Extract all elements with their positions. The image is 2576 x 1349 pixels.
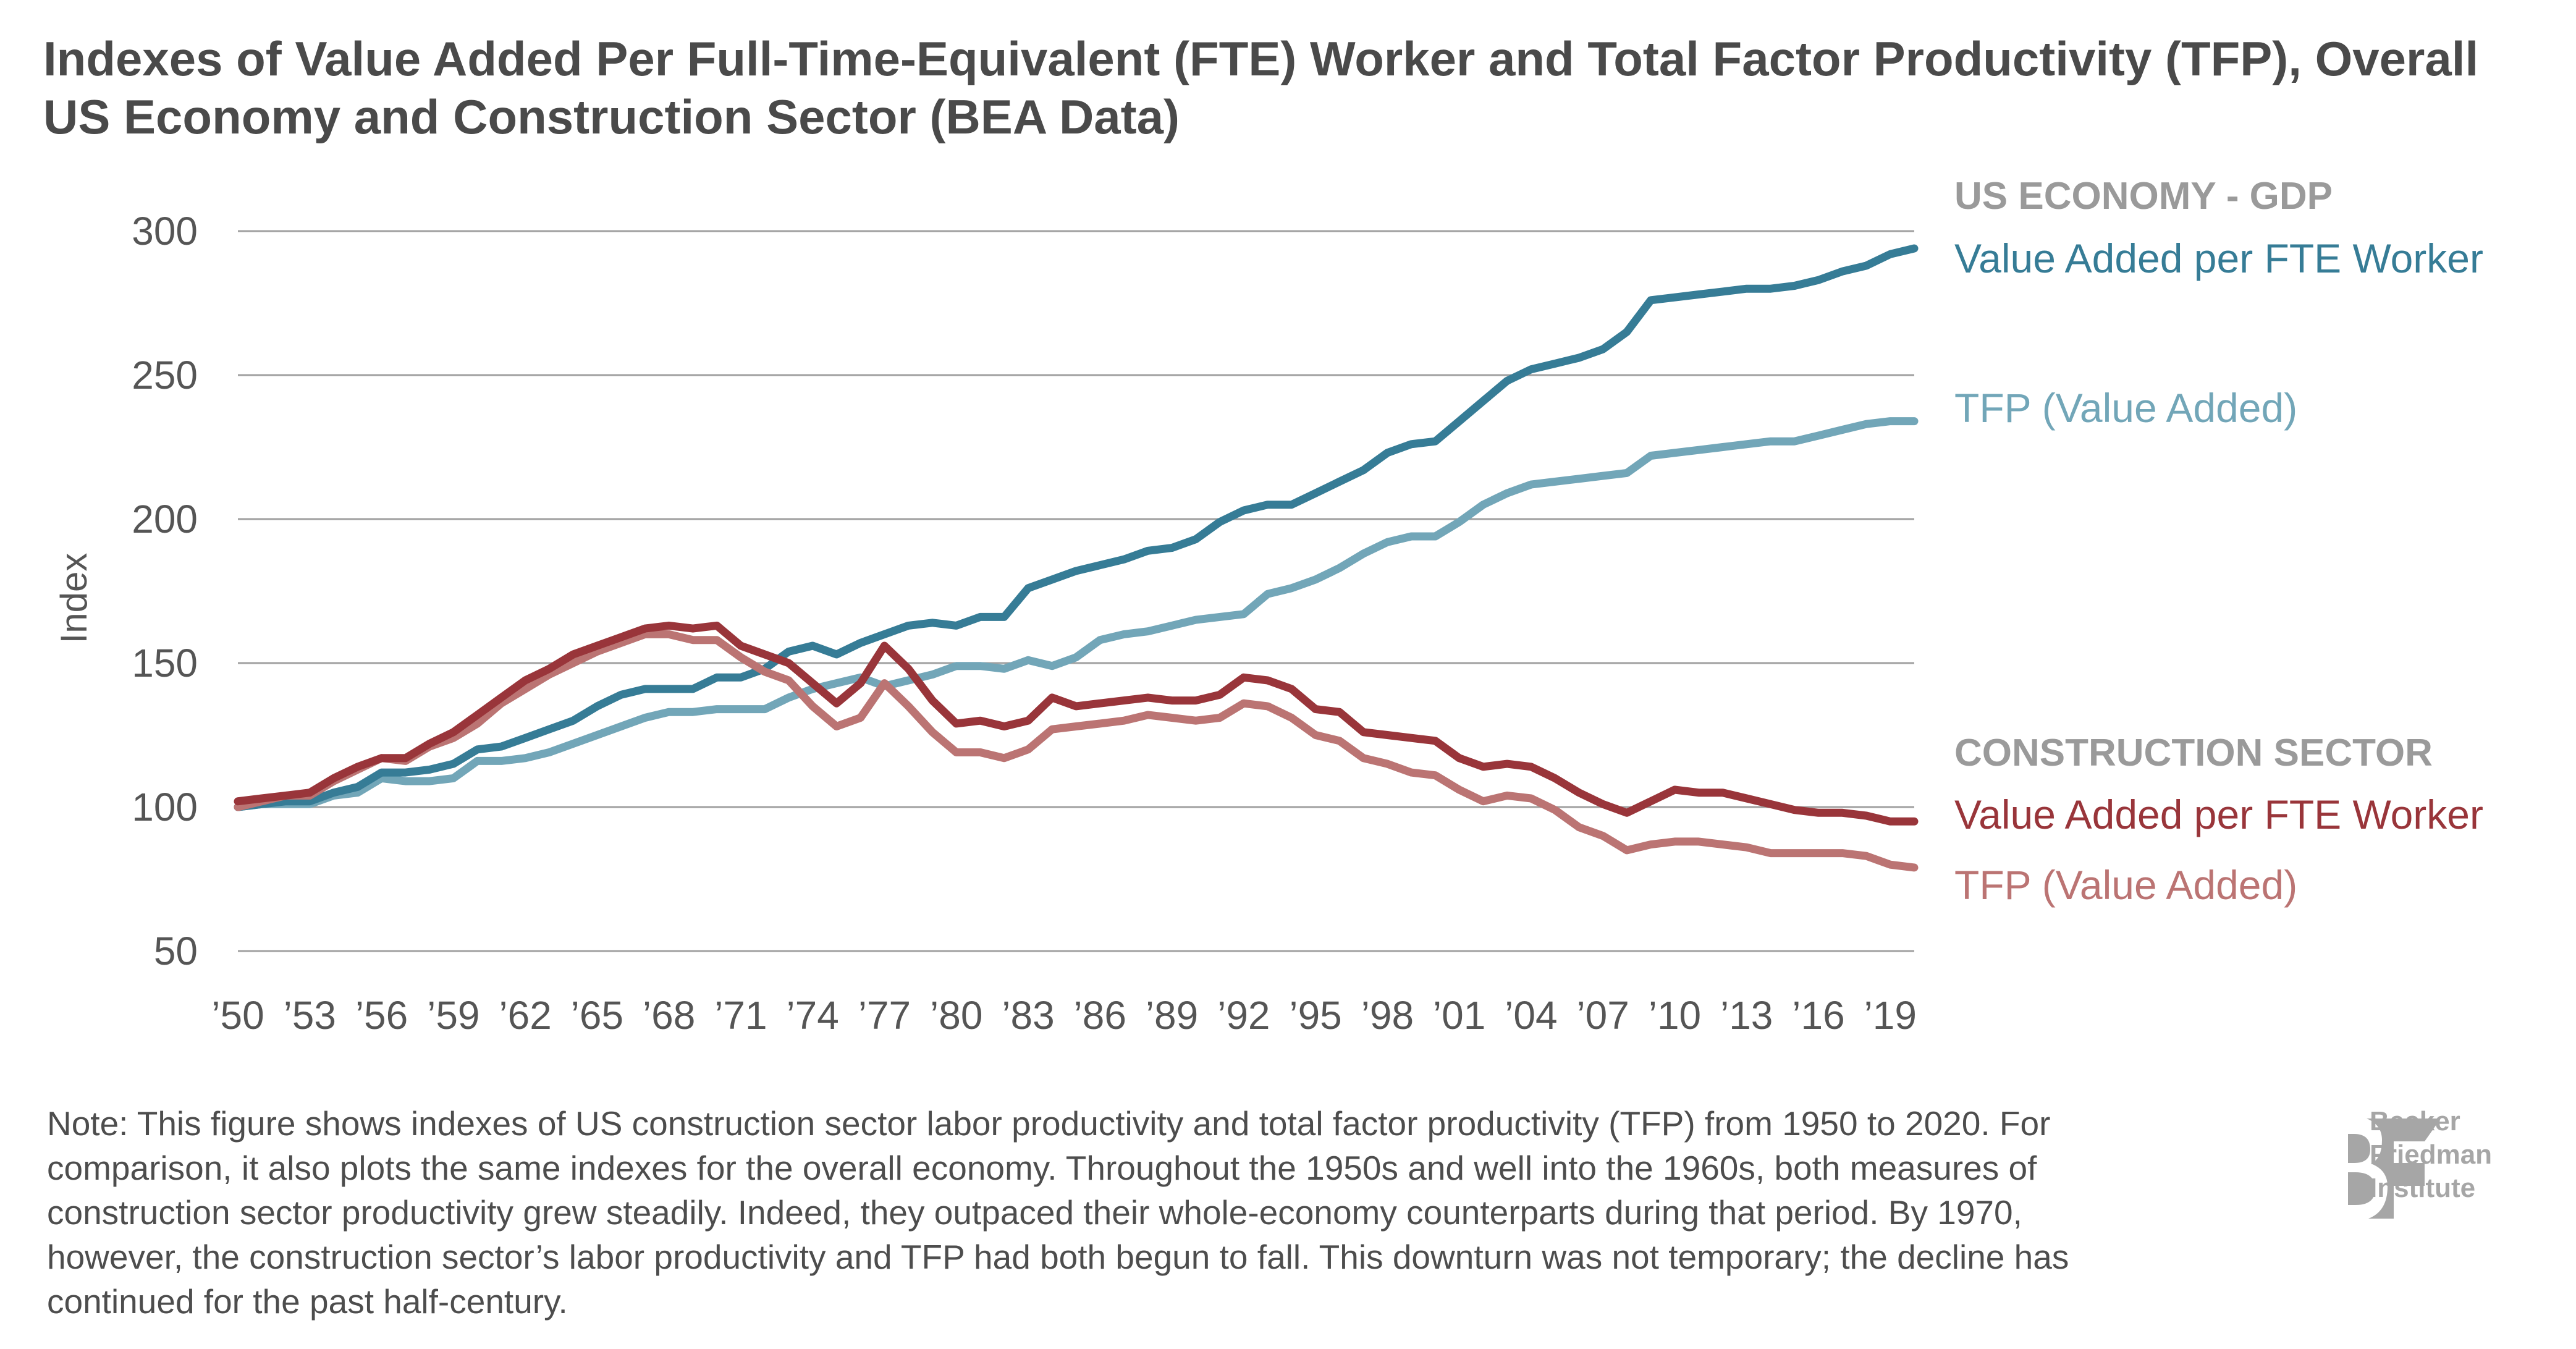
becker-friedman-logo-icon: BF [2348,1119,2441,1219]
logo-line-3: Institute [2370,1173,2476,1203]
x-tick-label: ’95 [1289,993,1341,1038]
legend-us-value-added: Value Added per FTE Worker [1954,235,2483,281]
series-lines [234,244,1919,872]
x-tick-label: ’59 [427,993,479,1038]
y-tick-label: 50 [154,929,198,973]
x-tick-label: ’56 [355,993,408,1038]
x-tick-label: ’86 [1074,993,1126,1038]
legend-construction-value-added: Value Added per FTE Worker [1954,792,2483,837]
figure-note: Note: This figure shows indexes of US co… [47,1104,2069,1321]
x-tick-label: ’13 [1720,993,1773,1038]
x-tick-label: ’19 [1864,993,1917,1038]
x-axis-ticks: ’50 ’53 ’56 ’59 ’62 ’65 ’68 ’71 ’74 ’77 ’80 ’83 ’86 ’… [211,993,1917,1038]
legend-heading-us-economy: US ECONOMY - GDP [1954,175,2333,218]
logo-line-1: Becker [2370,1106,2460,1136]
x-tick-label: ’07 [1576,993,1629,1038]
chart-title: Indexes of Value Added Per Full-Time-Equ… [43,32,2479,144]
y-tick-label: 300 [132,209,198,253]
x-tick-label: ’71 [714,993,767,1038]
x-tick-label: ’01 [1433,993,1485,1038]
y-tick-label: 150 [132,641,198,685]
y-tick-label: 100 [132,785,198,829]
legend-construction-tfp: TFP (Value Added) [1954,862,2298,908]
x-tick-label: ’74 [786,993,838,1038]
series-line-1 [234,417,1919,811]
x-tick-label: ’92 [1217,993,1270,1038]
x-tick-label: ’50 [211,993,264,1038]
series-line-0 [234,244,1919,811]
x-tick-label: ’53 [284,993,336,1038]
series-line-2 [234,621,1919,826]
x-tick-label: ’68 [643,993,695,1038]
x-tick-label: ’10 [1649,993,1701,1038]
x-tick-label: ’89 [1146,993,1198,1038]
x-tick-label: ’65 [571,993,623,1038]
x-tick-label: ’83 [1002,993,1054,1038]
x-tick-label: ’98 [1361,993,1414,1038]
x-tick-label: ’80 [930,993,982,1038]
logo-text: Becker Friedman Institute [2370,1105,2492,1205]
y-axis-ticks: 300 250 200 150 100 50 [132,209,198,973]
gridlines [238,230,1914,952]
logo-line-2: Friedman [2370,1140,2493,1170]
x-tick-label: ’62 [499,993,551,1038]
series-line-3 [234,630,1919,872]
y-tick-label: 200 [132,497,198,541]
x-tick-label: ’77 [858,993,911,1038]
y-axis-label: Index [53,553,95,644]
y-tick-label: 250 [132,353,198,397]
legend-heading-construction: CONSTRUCTION SECTOR [1954,732,2433,774]
legend-us-tfp: TFP (Value Added) [1954,385,2298,431]
x-tick-label: ’04 [1505,993,1557,1038]
x-tick-label: ’16 [1792,993,1844,1038]
